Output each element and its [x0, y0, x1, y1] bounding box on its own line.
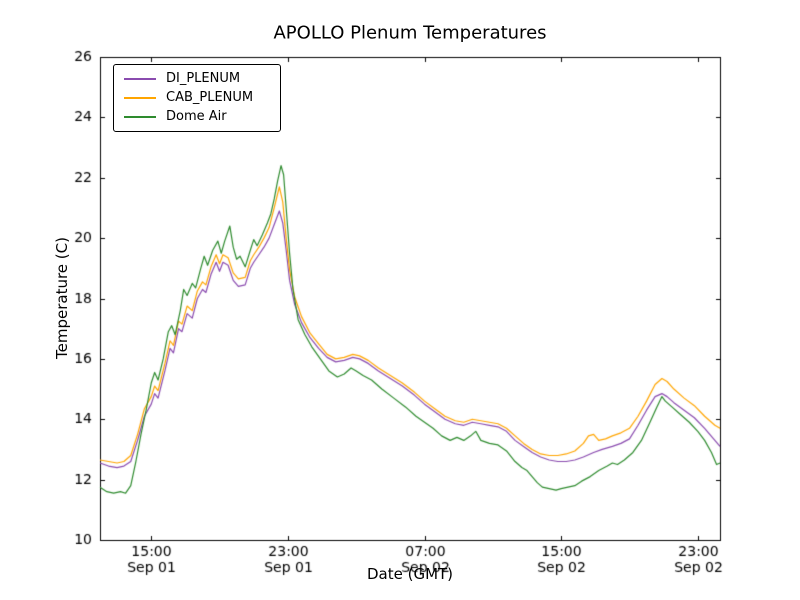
- legend-item-dome-air: Dome Air: [124, 110, 270, 124]
- chart-title: APOLLO Plenum Temperatures: [273, 22, 547, 44]
- legend-swatch-dome-air: [124, 116, 156, 118]
- legend-label-cab-plenum: CAB_PLENUM: [166, 90, 254, 105]
- legend-swatch-cab-plenum: [124, 97, 156, 99]
- x-axis-label: Date (GMT): [366, 565, 454, 583]
- y-axis-label: Temperature (C): [53, 237, 71, 359]
- legend: DI_PLENUM CAB_PLENUM Dome Air: [113, 64, 281, 132]
- legend-item-cab-plenum: CAB_PLENUM: [124, 91, 270, 105]
- legend-item-di-plenum: DI_PLENUM: [124, 72, 270, 86]
- legend-swatch-di-plenum: [124, 78, 156, 80]
- legend-label-dome-air: Dome Air: [166, 109, 227, 124]
- legend-label-di-plenum: DI_PLENUM: [166, 71, 241, 86]
